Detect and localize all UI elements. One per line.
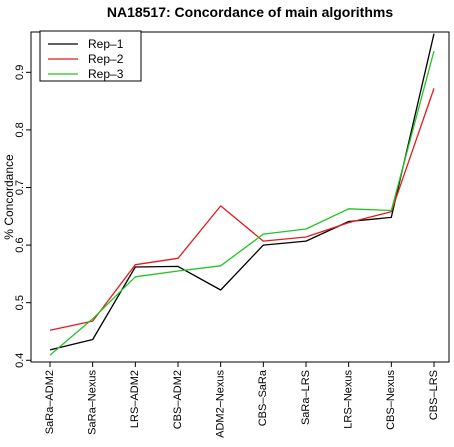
y-axis: 0.4 0.5 0.6 0.7 0.8 0.9 <box>14 65 31 368</box>
legend-label: Rep–2 <box>88 52 124 66</box>
x-tick-label: SaRa–Nexus <box>87 370 99 435</box>
x-tick-label: CBS–LRS <box>428 370 440 420</box>
chart-title: NA18517: Concordance of main algorithms <box>107 4 394 20</box>
legend-box <box>39 30 142 82</box>
y-axis-label: % Concordance <box>2 154 16 240</box>
x-tick-label: SaRa–LRS <box>300 370 312 425</box>
x-tick-label: LRS–Nexus <box>343 370 355 429</box>
x-axis: SaRa–ADM2 SaRa–Nexus LRS–ADM2 CBS–ADM2 ADM2–… <box>44 362 440 438</box>
series-line-rep-2 <box>49 88 435 331</box>
x-tick-label: CBS–ADM2 <box>172 370 184 429</box>
legend-label: Rep–3 <box>88 67 124 81</box>
series-line-rep-3 <box>49 50 435 356</box>
x-tick-label: LRS–ADM2 <box>129 370 141 428</box>
y-tick-label: 0.5 <box>14 295 26 310</box>
y-tick-label: 0.4 <box>14 353 26 368</box>
y-tick-label: 0.8 <box>14 122 26 137</box>
plot-frame <box>30 31 450 363</box>
x-tick-label: SaRa–ADM2 <box>44 370 56 434</box>
x-tick-label: CBS–SaRa <box>257 369 269 426</box>
series-line-rep-1 <box>49 33 435 351</box>
legend-label: Rep–1 <box>88 37 124 51</box>
x-tick-label: ADM2–Nexus <box>215 370 227 438</box>
series-lines <box>49 33 435 356</box>
y-tick-label: 0.6 <box>14 237 26 252</box>
y-tick-label: 0.7 <box>14 180 26 195</box>
x-tick-label: CBS–Nexus <box>385 370 397 430</box>
y-tick-label: 0.9 <box>14 65 26 80</box>
